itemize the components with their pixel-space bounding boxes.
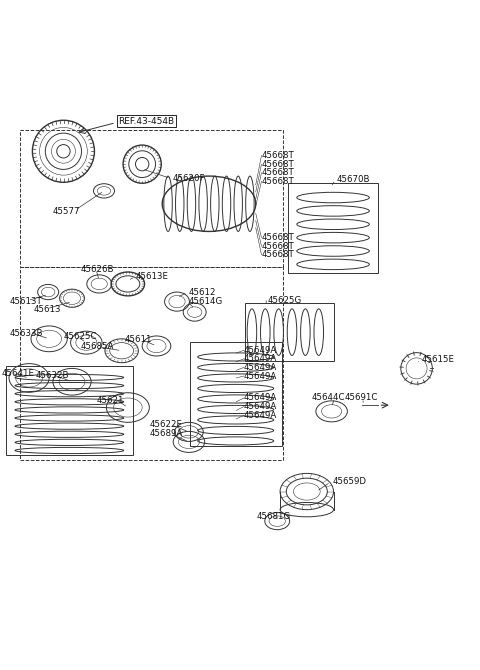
Text: 45685A: 45685A [80,342,113,352]
Text: 45689A: 45689A [149,429,182,438]
Text: 45668T: 45668T [262,159,294,169]
Text: 45615E: 45615E [421,355,455,364]
Text: 45649A: 45649A [244,363,277,372]
Text: 45611: 45611 [124,335,152,344]
Text: 45649A: 45649A [244,411,277,419]
Text: 45613T: 45613T [10,297,43,306]
Text: 45659D: 45659D [332,478,366,486]
Text: 45644C: 45644C [312,393,345,403]
Text: 45668T: 45668T [262,233,294,242]
Text: 45668T: 45668T [262,168,294,178]
Bar [20,267,283,460]
Text: 45613E: 45613E [136,272,169,281]
Text: 45668T: 45668T [262,151,294,160]
Text: 45691C: 45691C [345,393,378,403]
Text: 45649A: 45649A [244,346,277,355]
Bar [20,130,283,267]
Text: 45622E: 45622E [149,420,182,429]
Bar [245,303,335,361]
Text: 45649A: 45649A [244,372,277,381]
Text: 45613: 45613 [34,306,61,314]
Text: 45649A: 45649A [244,354,277,363]
Bar [288,183,378,273]
Text: 45612: 45612 [189,287,216,297]
Text: 45632B: 45632B [36,371,69,380]
Text: 45621: 45621 [97,396,124,405]
Text: 45625G: 45625G [268,296,302,305]
Text: 45620F: 45620F [172,174,205,183]
Text: 45633B: 45633B [10,329,44,338]
Text: 45681G: 45681G [257,512,291,521]
Text: 45626B: 45626B [80,265,114,273]
Text: 45625C: 45625C [63,332,97,342]
Bar [190,342,281,446]
Text: 45614G: 45614G [189,297,223,306]
Text: 45649A: 45649A [244,402,277,411]
Bar [6,366,132,455]
Text: 45668T: 45668T [262,242,294,251]
Text: 45641E: 45641E [1,369,35,378]
Text: 45670B: 45670B [337,176,371,184]
Text: 45649A: 45649A [244,393,277,403]
Text: 45668T: 45668T [262,177,294,186]
Text: 45577: 45577 [53,208,81,216]
Text: REF.43-454B: REF.43-454B [118,117,174,126]
Text: 45668T: 45668T [262,251,294,259]
